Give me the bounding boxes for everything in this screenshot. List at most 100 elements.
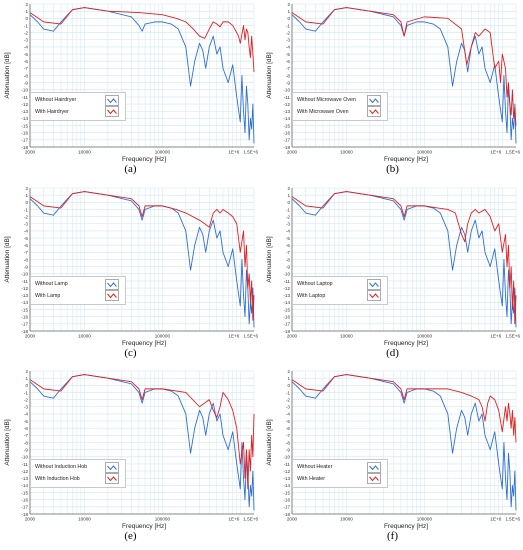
- y-tick-label: -16: [21, 498, 28, 503]
- x-tick-label: 2000: [287, 517, 298, 522]
- y-tick-label: 2: [287, 369, 290, 374]
- y-tick-label: -4: [24, 45, 29, 50]
- y-tick-label: -5: [24, 236, 29, 241]
- y-tick-label: -7: [286, 66, 291, 71]
- legend-label: With Lamp: [35, 293, 61, 299]
- y-tick-label: 0: [25, 200, 28, 205]
- y-tick-label: -6: [24, 59, 29, 64]
- legend-swatch: [367, 95, 381, 106]
- x-axis-title: Frequency [Hz]: [122, 523, 166, 530]
- y-tick-label: 0: [25, 383, 28, 388]
- legend-swatch: [105, 290, 119, 301]
- y-tick-label: -16: [21, 131, 28, 136]
- y-tick-label: 2: [287, 2, 290, 7]
- y-tick-label: -18: [283, 329, 290, 334]
- legend-swatch: [105, 95, 119, 106]
- series-line-with: [291, 7, 517, 126]
- y-tick-label: -12: [283, 286, 290, 291]
- y-tick-label: -14: [283, 116, 290, 121]
- legend-label: With Heater: [297, 476, 325, 482]
- chart-svg: 2 1 0 -1 -2 -3 -4 -5 -6 -7 -8 -9 -10 -11 -12 -13 -14 -15 -…: [266, 186, 520, 347]
- y-tick-label: -5: [24, 52, 29, 57]
- y-axis-title: Attenuation [dB]: [4, 236, 11, 282]
- y-axis-title: Attenuation [dB]: [4, 419, 11, 465]
- y-tick-label: -12: [21, 469, 28, 474]
- y-tick-label: 0: [287, 200, 290, 205]
- y-tick-label: -10: [21, 88, 28, 93]
- y-axis-title: Attenuation [dB]: [266, 52, 273, 98]
- y-tick-label: -4: [286, 229, 291, 234]
- y-tick-label: -3: [24, 405, 29, 410]
- x-tick-label: 1.5E+6: [243, 150, 258, 155]
- y-tick-label: -9: [24, 264, 29, 269]
- panel-caption: (d): [386, 347, 399, 359]
- legend-label: With Microwave Oven: [297, 109, 349, 115]
- y-tick-label: -13: [21, 293, 28, 298]
- chart-svg: 2 1 0 -1 -2 -3 -4 -5 -6 -7 -8 -9 -10 -11 -12 -13 -14 -15 -…: [4, 369, 258, 530]
- y-tick-label: -9: [24, 447, 29, 452]
- legend-label: Without Hairdryer: [35, 97, 77, 103]
- y-tick-label: 0: [287, 16, 290, 21]
- y-tick-label: -11: [284, 95, 291, 100]
- y-tick-label: -17: [283, 505, 290, 510]
- y-tick-label: 1: [25, 193, 28, 198]
- legend-swatch: [105, 473, 119, 484]
- y-tick-label: -5: [286, 419, 291, 424]
- legend-swatch: [367, 279, 381, 290]
- y-tick-label: -12: [21, 286, 28, 291]
- y-tick-label: 1: [25, 9, 28, 14]
- y-tick-label: -8: [24, 257, 29, 262]
- x-tick-label: 2000: [25, 334, 36, 339]
- x-tick-label: 1E+6: [490, 150, 501, 155]
- chart-panel: 2 1 0 -1 -2 -3 -4 -5 -6 -7 -8 -9 -10 -11 -12 -13 -14 -15 -…: [0, 0, 261, 183]
- series-line-with: [291, 191, 517, 325]
- y-tick-label: 0: [25, 16, 28, 21]
- y-tick-label: -11: [22, 279, 29, 284]
- y-tick-label: -2: [24, 30, 29, 35]
- y-tick-label: -7: [24, 433, 29, 438]
- panel-caption: (a): [124, 163, 137, 175]
- y-tick-label: -14: [283, 483, 290, 488]
- y-tick-label: -15: [21, 490, 28, 495]
- legend: Without Hairdryer With Hairdryer: [30, 92, 126, 121]
- x-axis-title: Frequency [Hz]: [122, 340, 166, 347]
- x-tick-label: 10000: [78, 334, 91, 339]
- y-tick-label: -13: [21, 109, 28, 114]
- y-tick-label: -14: [283, 300, 290, 305]
- y-tick-label: -18: [283, 512, 290, 517]
- x-tick-label: 2000: [25, 150, 36, 155]
- y-tick-label: -15: [283, 490, 290, 495]
- x-tick-label: 100000: [417, 150, 433, 155]
- series-line-with: [29, 374, 255, 490]
- legend-swatch: [367, 462, 381, 473]
- y-tick-label: -10: [283, 272, 290, 277]
- y-tick-label: -10: [283, 88, 290, 93]
- y-tick-label: -14: [21, 483, 28, 488]
- y-tick-label: -6: [24, 243, 29, 248]
- y-tick-label: -7: [24, 66, 29, 71]
- x-tick-label: 1E+6: [490, 334, 501, 339]
- y-tick-label: -9: [286, 80, 291, 85]
- y-tick-label: -7: [286, 433, 291, 438]
- y-tick-label: -8: [286, 257, 291, 262]
- series-line-with: [29, 191, 255, 321]
- legend-label: Without Heater: [297, 464, 333, 470]
- y-tick-label: -17: [21, 138, 28, 143]
- y-tick-label: -7: [286, 250, 291, 255]
- y-tick-label: -5: [286, 236, 291, 241]
- x-tick-label: 100000: [155, 150, 171, 155]
- y-tick-label: -6: [24, 426, 29, 431]
- y-tick-label: -3: [24, 38, 29, 43]
- panel-caption: (c): [124, 347, 137, 359]
- y-tick-label: -15: [21, 307, 28, 312]
- y-axis-title: Attenuation [dB]: [266, 236, 273, 282]
- x-axis-title: Frequency [Hz]: [122, 156, 166, 163]
- y-tick-label: -1: [286, 207, 291, 212]
- y-tick-label: 1: [287, 9, 290, 14]
- y-tick-label: -5: [286, 52, 291, 57]
- x-tick-label: 1.5E+6: [243, 517, 258, 522]
- y-tick-label: -16: [283, 315, 290, 320]
- y-tick-label: -17: [21, 322, 28, 327]
- x-tick-label: 1.5E+6: [505, 517, 520, 522]
- x-tick-label: 2000: [287, 334, 298, 339]
